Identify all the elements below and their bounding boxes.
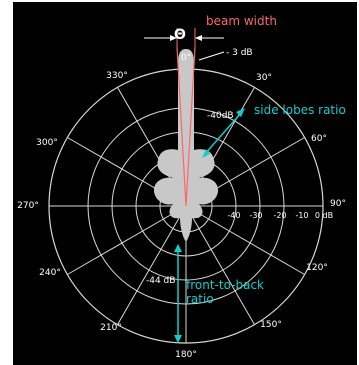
- angle-labels: 0° 30° 60° 90° 120° 150° 180° 210° 240° 270° 300° 3…: [17, 53, 346, 360]
- angle-label-150: 150°: [260, 320, 282, 330]
- minus44db-label: -44 dB: [146, 276, 175, 286]
- angle-label-120: 120°: [306, 263, 328, 273]
- beam-edge-left: [176, 46, 187, 207]
- angle-label-90: 90°: [330, 199, 346, 209]
- beam-width-label: beam width: [206, 14, 277, 28]
- front-to-back-label: front-to-back: [186, 278, 264, 292]
- angle-label-300: 300°: [36, 138, 58, 148]
- front-back-arrowhead-bottom: [174, 335, 182, 343]
- angle-label-240: 240°: [39, 268, 61, 278]
- ring-labels: -40 -30 -20 -10 0 dB: [227, 211, 333, 220]
- beam-arrowhead-right: [195, 35, 202, 41]
- angle-label-210: 210°: [100, 323, 122, 333]
- ring-label-2: -20: [273, 211, 286, 220]
- angle-label-180: 180°: [175, 350, 197, 360]
- side-lobes-label: side lobes ratio: [254, 103, 346, 117]
- ring-label-3: -10: [295, 211, 308, 220]
- beam-arrowhead-left: [170, 35, 177, 41]
- ring-label-0: -40: [227, 211, 240, 220]
- angle-label-60: 60°: [311, 134, 327, 144]
- angle-label-30: 30°: [256, 73, 272, 83]
- angle-label-330: 330°: [106, 71, 128, 81]
- annotations: Θ beam width - 3 dB -40dB side lobes rat…: [146, 14, 346, 306]
- side-lobe-arrow: [203, 111, 243, 156]
- grid-spoke-210: [117, 205, 187, 325]
- ring-label-4: 0 dB: [315, 211, 333, 220]
- theta-symbol: Θ: [174, 27, 186, 43]
- angle-label-0: 0°: [181, 53, 191, 63]
- ring-label-1: -30: [249, 211, 262, 220]
- radiation-pattern: [153, 49, 219, 242]
- beam-edge-right: [185, 46, 196, 207]
- grid-spoke-150: [185, 205, 255, 325]
- side-lobe-arrowhead-high: [236, 108, 245, 117]
- minus3db-label: - 3 dB: [226, 48, 253, 58]
- ratio-label: ratio: [186, 292, 214, 306]
- minus40db-label: -40dB: [207, 111, 234, 121]
- front-back-arrowhead-top: [174, 244, 182, 252]
- grid-spoke-240: [67, 205, 187, 275]
- dimension-lines: [144, 35, 225, 61]
- minus3db-leader: [198, 51, 225, 61]
- grid-spoke-120: [185, 205, 305, 275]
- side-lobe-arrowhead-low: [202, 149, 210, 158]
- ratio-arrows: [174, 108, 245, 343]
- angle-label-270: 270°: [17, 201, 39, 211]
